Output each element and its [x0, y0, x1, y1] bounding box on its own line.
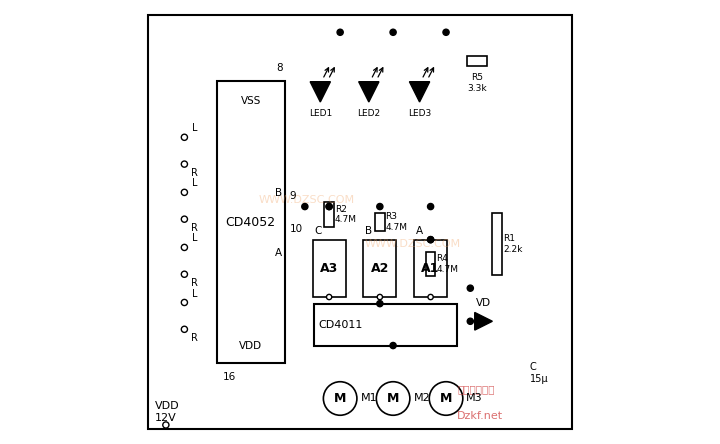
Text: 10: 10	[289, 224, 302, 234]
Text: L: L	[192, 234, 197, 243]
Circle shape	[390, 29, 396, 36]
Text: Dzkf.net: Dzkf.net	[457, 411, 503, 421]
Circle shape	[377, 382, 410, 415]
Circle shape	[181, 134, 187, 140]
Text: 9: 9	[289, 191, 296, 201]
Text: R: R	[191, 333, 198, 343]
Text: L: L	[192, 178, 197, 188]
Polygon shape	[310, 82, 330, 102]
Bar	[467, 56, 487, 66]
Polygon shape	[410, 82, 430, 102]
Text: B: B	[365, 226, 372, 236]
Text: M3: M3	[467, 393, 483, 404]
Text: R4
4.7M: R4 4.7M	[436, 254, 459, 274]
Bar	[414, 240, 447, 297]
Text: VDD: VDD	[239, 341, 262, 351]
Text: M: M	[334, 392, 346, 405]
Text: C: C	[315, 226, 322, 236]
Polygon shape	[359, 82, 379, 102]
Text: C
15μ: C 15μ	[530, 362, 549, 384]
Circle shape	[429, 382, 463, 415]
Circle shape	[467, 285, 473, 291]
Text: VDD: VDD	[155, 401, 179, 412]
Text: A: A	[275, 248, 282, 258]
Text: R2
4.7M: R2 4.7M	[335, 205, 357, 224]
Circle shape	[377, 203, 383, 210]
Circle shape	[181, 271, 187, 278]
Circle shape	[181, 216, 187, 222]
Circle shape	[326, 294, 332, 300]
Text: M: M	[440, 392, 452, 405]
Circle shape	[428, 203, 433, 210]
Text: LED1: LED1	[309, 109, 332, 118]
Text: LED2: LED2	[357, 109, 380, 118]
Text: R: R	[191, 223, 198, 233]
Circle shape	[163, 422, 169, 428]
Text: R1
2.2k: R1 2.2k	[503, 234, 523, 254]
Circle shape	[302, 203, 308, 210]
Circle shape	[181, 189, 187, 195]
Circle shape	[326, 203, 332, 210]
Circle shape	[467, 318, 473, 325]
Circle shape	[181, 299, 187, 305]
Bar	[375, 213, 384, 231]
Bar	[426, 252, 436, 276]
Bar	[217, 81, 285, 363]
Circle shape	[326, 203, 332, 210]
Text: 8: 8	[276, 63, 283, 73]
Text: R: R	[191, 168, 198, 178]
Text: A1: A1	[421, 262, 440, 275]
Text: A2: A2	[371, 262, 389, 275]
Text: A3: A3	[320, 262, 338, 275]
Text: L: L	[192, 289, 197, 298]
Bar	[314, 304, 457, 345]
Text: M: M	[387, 392, 400, 405]
Circle shape	[377, 301, 383, 307]
Circle shape	[181, 326, 187, 333]
Bar	[492, 213, 502, 275]
Circle shape	[390, 342, 396, 349]
Circle shape	[323, 382, 357, 415]
Circle shape	[377, 294, 382, 300]
Text: WWW.DZSC.COM: WWW.DZSC.COM	[365, 239, 461, 249]
Circle shape	[443, 29, 449, 36]
Text: VD: VD	[476, 298, 491, 308]
Text: 电子开发社区: 电子开发社区	[457, 385, 495, 395]
Circle shape	[181, 244, 187, 250]
Text: R5
3.3k: R5 3.3k	[467, 73, 487, 93]
Text: CD4011: CD4011	[318, 320, 362, 329]
Text: B: B	[275, 188, 282, 198]
Circle shape	[181, 161, 187, 167]
Circle shape	[428, 237, 433, 243]
Text: CD4052: CD4052	[226, 215, 276, 229]
Text: WWW.DZSC.COM: WWW.DZSC.COM	[259, 195, 355, 205]
Text: LED3: LED3	[408, 109, 431, 118]
Text: R: R	[191, 278, 198, 288]
Text: R3
4.7M: R3 4.7M	[386, 212, 408, 232]
Bar	[312, 240, 346, 297]
Text: L: L	[192, 123, 197, 133]
Bar	[364, 240, 397, 297]
Bar	[324, 202, 334, 227]
Circle shape	[428, 294, 433, 300]
Text: A: A	[416, 226, 423, 236]
Text: 12V: 12V	[155, 413, 176, 423]
Text: M2: M2	[413, 393, 430, 404]
Circle shape	[428, 237, 433, 243]
Text: 16: 16	[223, 372, 236, 382]
Polygon shape	[474, 313, 492, 330]
Circle shape	[337, 29, 343, 36]
Text: M1: M1	[361, 393, 377, 404]
Text: VSS: VSS	[240, 95, 261, 106]
